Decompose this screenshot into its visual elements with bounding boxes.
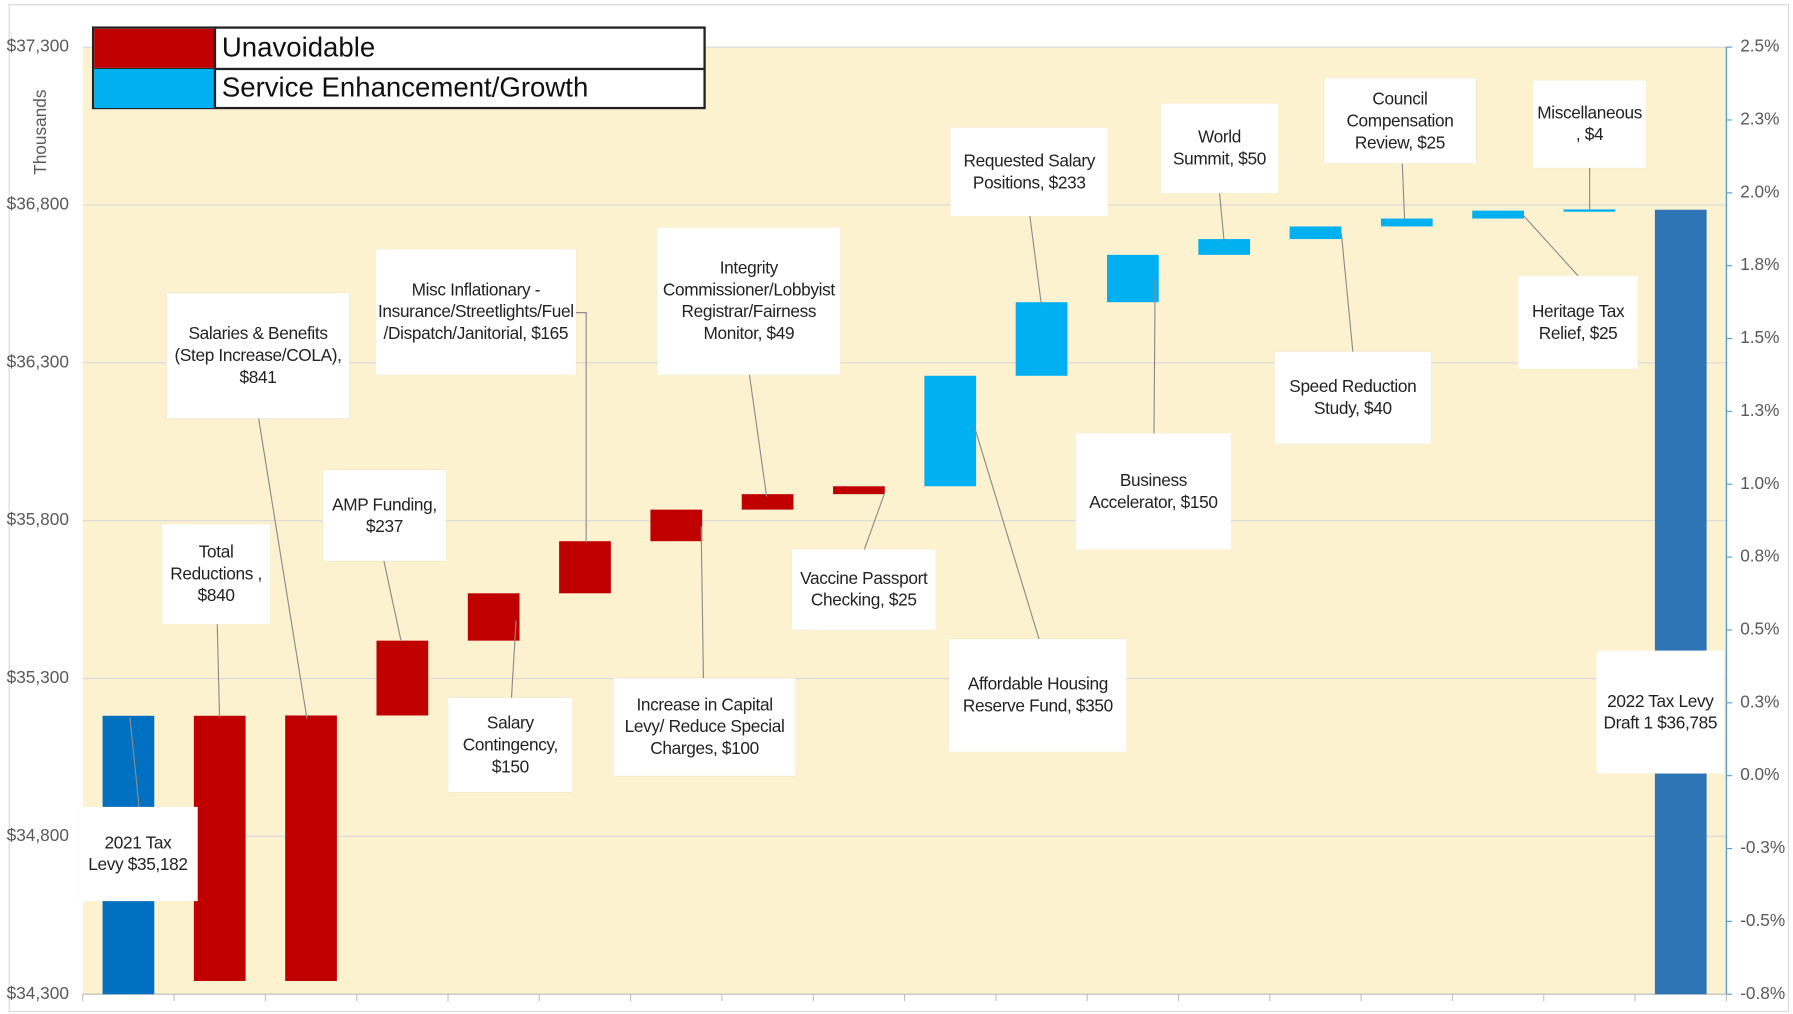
bar [1198, 239, 1251, 255]
data-callout: Requested Salary Positions, $233 [950, 127, 1109, 217]
y2-tick-label: 0.3% [1740, 691, 1779, 711]
leader-line [510, 620, 517, 698]
y2-tick-label: 1.3% [1740, 400, 1779, 420]
data-callout: Total Reductions , $840 [162, 524, 271, 625]
data-callout: AMP Funding, $237 [322, 470, 446, 561]
data-callout: Affordable Housing Reserve Fund, $350 [949, 639, 1127, 752]
bar [1106, 254, 1159, 303]
y-tick-label: $37,300 [7, 36, 69, 56]
data-callout: 2021 Tax Levy $35,182 [78, 806, 198, 902]
legend-row: Service Enhancement/Growth [94, 68, 703, 109]
bar [833, 486, 885, 495]
y2-tick-label: 2.5% [1740, 36, 1779, 56]
leader-line [700, 526, 705, 679]
bar [193, 715, 246, 981]
data-callout: World Summit, $50 [1160, 103, 1279, 194]
data-callout: Misc Inflationary - Insurance/Streetligh… [375, 249, 576, 375]
bar [741, 494, 794, 510]
leader-line [748, 374, 768, 497]
leader-line [1401, 163, 1406, 220]
data-callout: Speed Reduction Study, $40 [1274, 351, 1432, 444]
data-callout: Business Accelerator, $150 [1075, 433, 1232, 550]
y2-tick-label: 0.5% [1740, 619, 1779, 639]
y-tick-label: $34,300 [7, 983, 69, 1003]
leader-line [974, 427, 1040, 640]
data-callout: Heritage Tax Relief, $25 [1518, 275, 1638, 369]
bar [285, 715, 337, 981]
legend-swatch [94, 28, 217, 68]
y2-tick-label: -0.8% [1740, 983, 1785, 1003]
data-callout: Vaccine Passport Checking, $25 [791, 549, 936, 630]
chart-border [8, 4, 1790, 1013]
leader-line [129, 717, 140, 807]
data-callout: Salary Contingency, $150 [448, 697, 573, 792]
y-tick-label: $36,300 [7, 351, 69, 371]
bar [1289, 226, 1342, 240]
bar [467, 593, 520, 641]
y-tick-label: $35,800 [7, 509, 69, 529]
legend-swatch [94, 68, 217, 109]
y2-tick-label: 0.0% [1740, 764, 1779, 784]
y2-tick-label: -0.3% [1740, 837, 1785, 857]
leader-line [1218, 193, 1225, 242]
bar [924, 375, 977, 487]
y-tick-label: $35,300 [7, 667, 69, 687]
bar [559, 541, 611, 594]
data-callout: Integrity Commissioner/Lobbyist Registra… [657, 227, 841, 375]
bar [650, 509, 703, 542]
y2-tick-label: 1.8% [1740, 254, 1779, 274]
y-tick-label: $34,800 [7, 825, 69, 845]
leader-line [216, 624, 221, 718]
leader-line [1522, 214, 1579, 277]
y2-tick-label: 2.3% [1740, 109, 1779, 129]
data-callout: 2022 Tax Levy Draft 1 $36,785 [1596, 650, 1725, 774]
leader-line [383, 560, 402, 642]
bar [376, 640, 429, 716]
y-axis-title: Thousands [30, 90, 50, 175]
leader-line [1029, 216, 1042, 305]
y2-tick-label: -0.5% [1740, 910, 1785, 930]
leader-line [863, 491, 886, 550]
y2-tick-label: 1.5% [1740, 327, 1779, 347]
legend-row: Unavoidable [94, 28, 704, 71]
legend-label: Unavoidable [221, 32, 376, 64]
y2-tick-label: 0.8% [1740, 546, 1779, 566]
data-callout: Council Compensation Review, $25 [1324, 78, 1476, 164]
bar [1654, 209, 1707, 995]
data-callout: Miscellaneous , $4 [1533, 80, 1646, 168]
y2-tick-label: 1.0% [1740, 473, 1779, 493]
y-tick-label: $36,800 [7, 194, 69, 214]
legend: Unavoidable Service Enhancement/Growth [91, 26, 706, 110]
bar [1563, 209, 1616, 212]
legend-label: Service Enhancement/Growth [221, 72, 589, 104]
data-callout: Increase in Capital Levy/ Reduce Special… [613, 678, 796, 776]
leader-line [1153, 278, 1156, 434]
leader-line [1340, 233, 1354, 352]
bar [1015, 302, 1068, 376]
leader-line [258, 418, 308, 719]
leader-line [575, 312, 587, 543]
bar [1380, 218, 1433, 227]
data-callout: Salaries & Benefits (Step Increase/COLA)… [166, 293, 350, 419]
bar [1472, 210, 1524, 219]
y2-tick-label: 2.0% [1740, 181, 1779, 201]
